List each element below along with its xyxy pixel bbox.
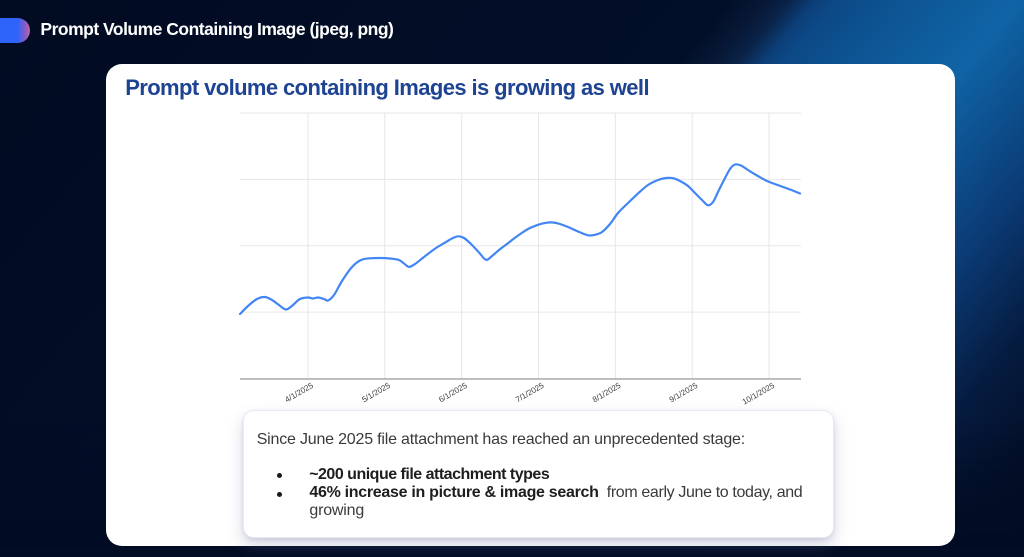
svg-text:7/1/2025: 7/1/2025	[514, 381, 546, 405]
svg-text:5/1/2025: 5/1/2025	[360, 381, 392, 405]
svg-text:8/1/2025: 8/1/2025	[591, 381, 623, 405]
svg-text:9/1/2025: 9/1/2025	[668, 381, 700, 405]
svg-text:4/1/2025: 4/1/2025	[283, 381, 315, 405]
svg-text:6/1/2025: 6/1/2025	[437, 381, 469, 405]
svg-text:10/1/2025: 10/1/2025	[741, 381, 777, 407]
